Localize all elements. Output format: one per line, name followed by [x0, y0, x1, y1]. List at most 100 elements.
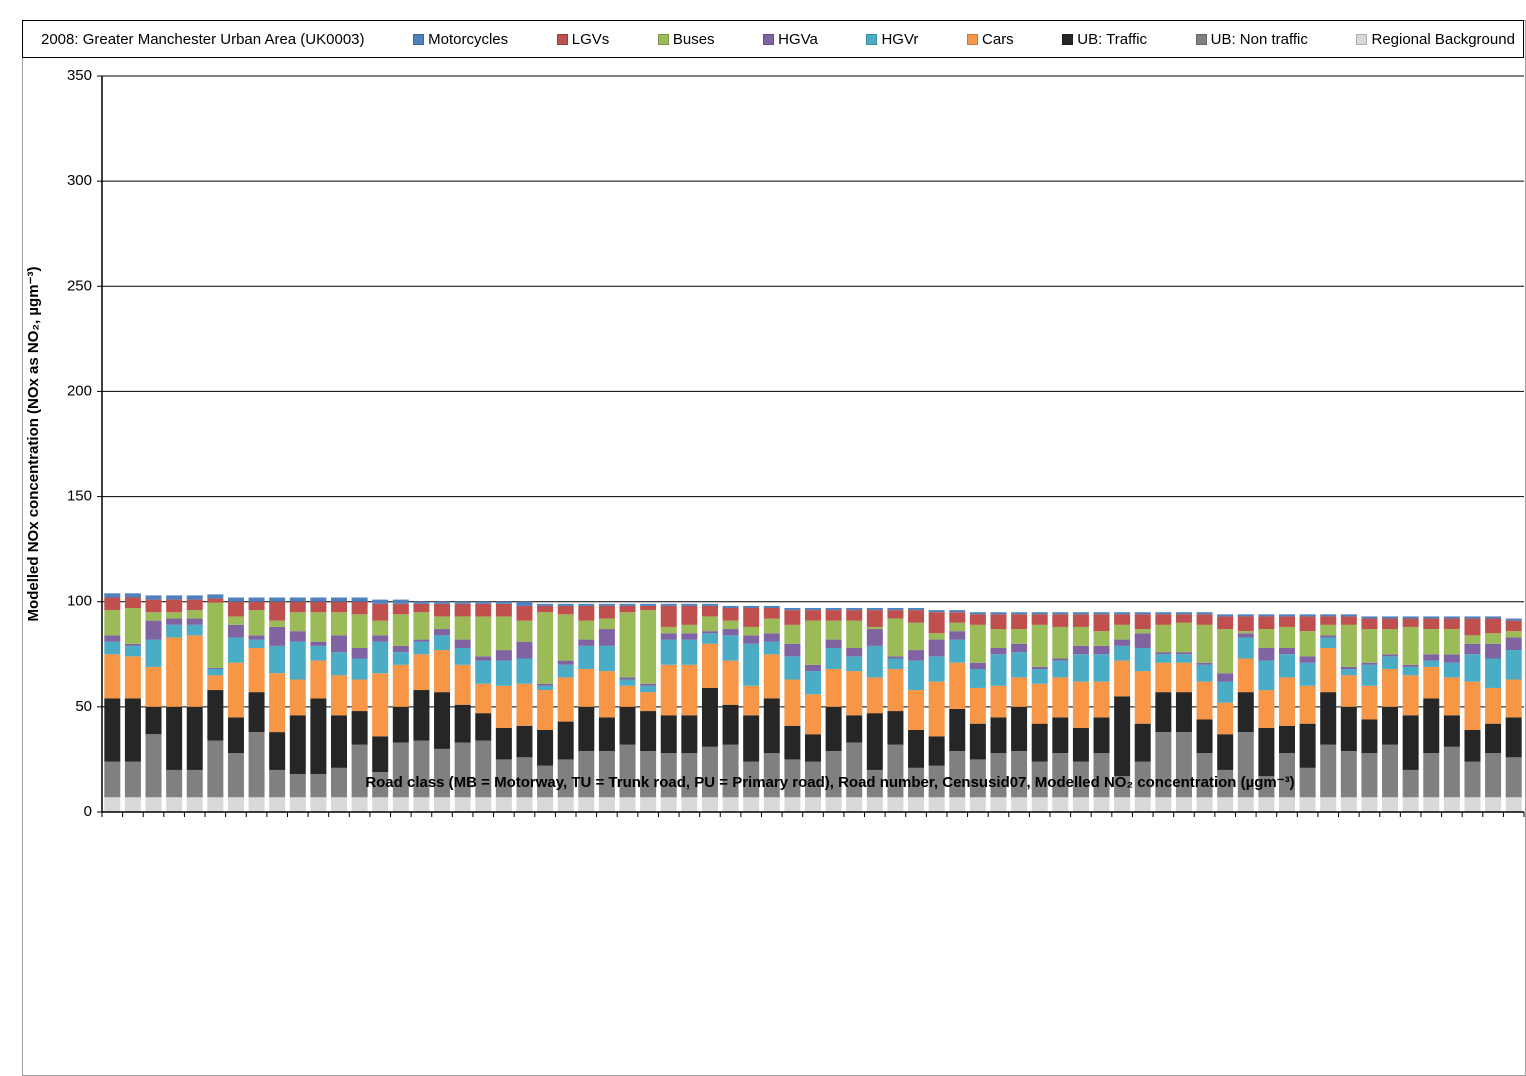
bar-segment	[516, 601, 533, 606]
bar-segment	[1443, 677, 1460, 716]
bar-segment	[289, 797, 306, 812]
bar-segment	[1175, 692, 1192, 733]
bar-segment	[866, 769, 883, 798]
bar-segment	[351, 597, 368, 602]
bar-segment	[722, 605, 739, 609]
bar-segment	[1134, 612, 1151, 615]
bar-segment	[310, 641, 327, 646]
bar-segment	[969, 669, 986, 688]
bar-segment	[1340, 614, 1357, 617]
bar-segment	[722, 660, 739, 705]
bar-segment	[1072, 654, 1089, 682]
bar-segment	[640, 751, 657, 798]
bar-segment	[1217, 673, 1234, 682]
bar-segment	[248, 601, 265, 611]
bar-segment	[331, 601, 347, 613]
bar-segment	[207, 675, 224, 691]
bar-segment	[331, 675, 347, 716]
bar-segment	[392, 742, 409, 798]
bar-segment	[289, 601, 306, 613]
bar-segment	[1196, 662, 1213, 665]
bar-segment	[1402, 618, 1419, 627]
bar-segment	[846, 647, 863, 657]
bar-segment	[1279, 616, 1295, 627]
bar-segment	[825, 608, 842, 611]
bar-segment	[825, 639, 842, 648]
bar-segment	[289, 679, 306, 716]
bar-segment	[619, 706, 636, 745]
bar-segment	[1505, 797, 1522, 812]
bar-segment	[763, 608, 780, 619]
bar-segment	[413, 690, 430, 741]
bar-segment	[1052, 717, 1069, 754]
bar-segment	[1031, 683, 1048, 724]
bar-segment	[227, 717, 244, 754]
bar-segment	[1175, 612, 1192, 615]
bar-segment	[248, 635, 265, 640]
bar-segment	[331, 635, 347, 653]
bar-segment	[454, 704, 471, 743]
bar-segment	[866, 629, 883, 646]
bar-segment	[784, 656, 801, 680]
bar-segment	[475, 797, 492, 812]
bar-segment	[1052, 797, 1069, 812]
bar-segment	[763, 641, 780, 655]
bar-segment	[289, 597, 306, 602]
bar-segment	[186, 797, 203, 812]
bar-segment	[1011, 614, 1028, 630]
bar-segment	[1134, 629, 1151, 634]
bar-segment	[537, 765, 554, 798]
bar-segment	[805, 797, 821, 812]
bar-segment	[660, 605, 677, 627]
bar-segment	[1093, 681, 1110, 718]
bar-segment	[104, 797, 121, 812]
bar-segment	[537, 612, 554, 684]
bar-segment	[784, 725, 801, 760]
bar-segment	[1464, 618, 1481, 636]
y-tick-label: 150	[67, 488, 92, 505]
bar-segment	[1279, 647, 1295, 655]
bar-segment	[743, 643, 760, 686]
bar-segment	[434, 635, 451, 651]
bar-segment	[248, 692, 265, 733]
bar-segment	[660, 603, 677, 606]
bar-segment	[1423, 666, 1440, 699]
bar-segment	[887, 711, 904, 745]
bar-segment	[660, 797, 677, 812]
bar-segment	[186, 624, 203, 636]
bar-segment	[1114, 645, 1131, 661]
legend-swatch	[556, 33, 568, 45]
bar-segment	[351, 601, 368, 615]
bar-segment	[516, 797, 533, 812]
bar-segment	[990, 614, 1007, 630]
legend-label: Buses	[672, 30, 715, 48]
bar-segment	[1485, 797, 1502, 812]
bar-segment	[1134, 797, 1151, 812]
bar-segment	[701, 616, 718, 632]
bar-segment	[908, 650, 925, 661]
bar-segment	[557, 797, 574, 812]
bar-segment	[516, 658, 533, 684]
bar-segment	[248, 647, 265, 693]
bar-segment	[660, 664, 677, 716]
bar-segment	[124, 656, 141, 699]
bar-segment	[1423, 616, 1440, 619]
bar-segment	[1258, 690, 1275, 728]
bar-segment	[413, 641, 430, 655]
bar-segment	[1402, 675, 1419, 716]
bar-segment	[269, 626, 286, 646]
bar-segment	[434, 797, 451, 812]
bar-segment	[1258, 614, 1275, 617]
legend-item: Motorcycles	[413, 31, 508, 48]
bar-segment	[537, 683, 554, 686]
bar-segment	[1114, 660, 1131, 697]
bar-segment	[207, 594, 224, 599]
bar-segment	[1464, 761, 1481, 798]
bar-segment	[681, 753, 698, 798]
bar-segment	[1320, 692, 1337, 745]
legend-item: LGVs	[556, 31, 609, 48]
bar-segment	[413, 603, 430, 613]
bar-segment	[928, 639, 945, 657]
bar-segment	[619, 685, 636, 707]
